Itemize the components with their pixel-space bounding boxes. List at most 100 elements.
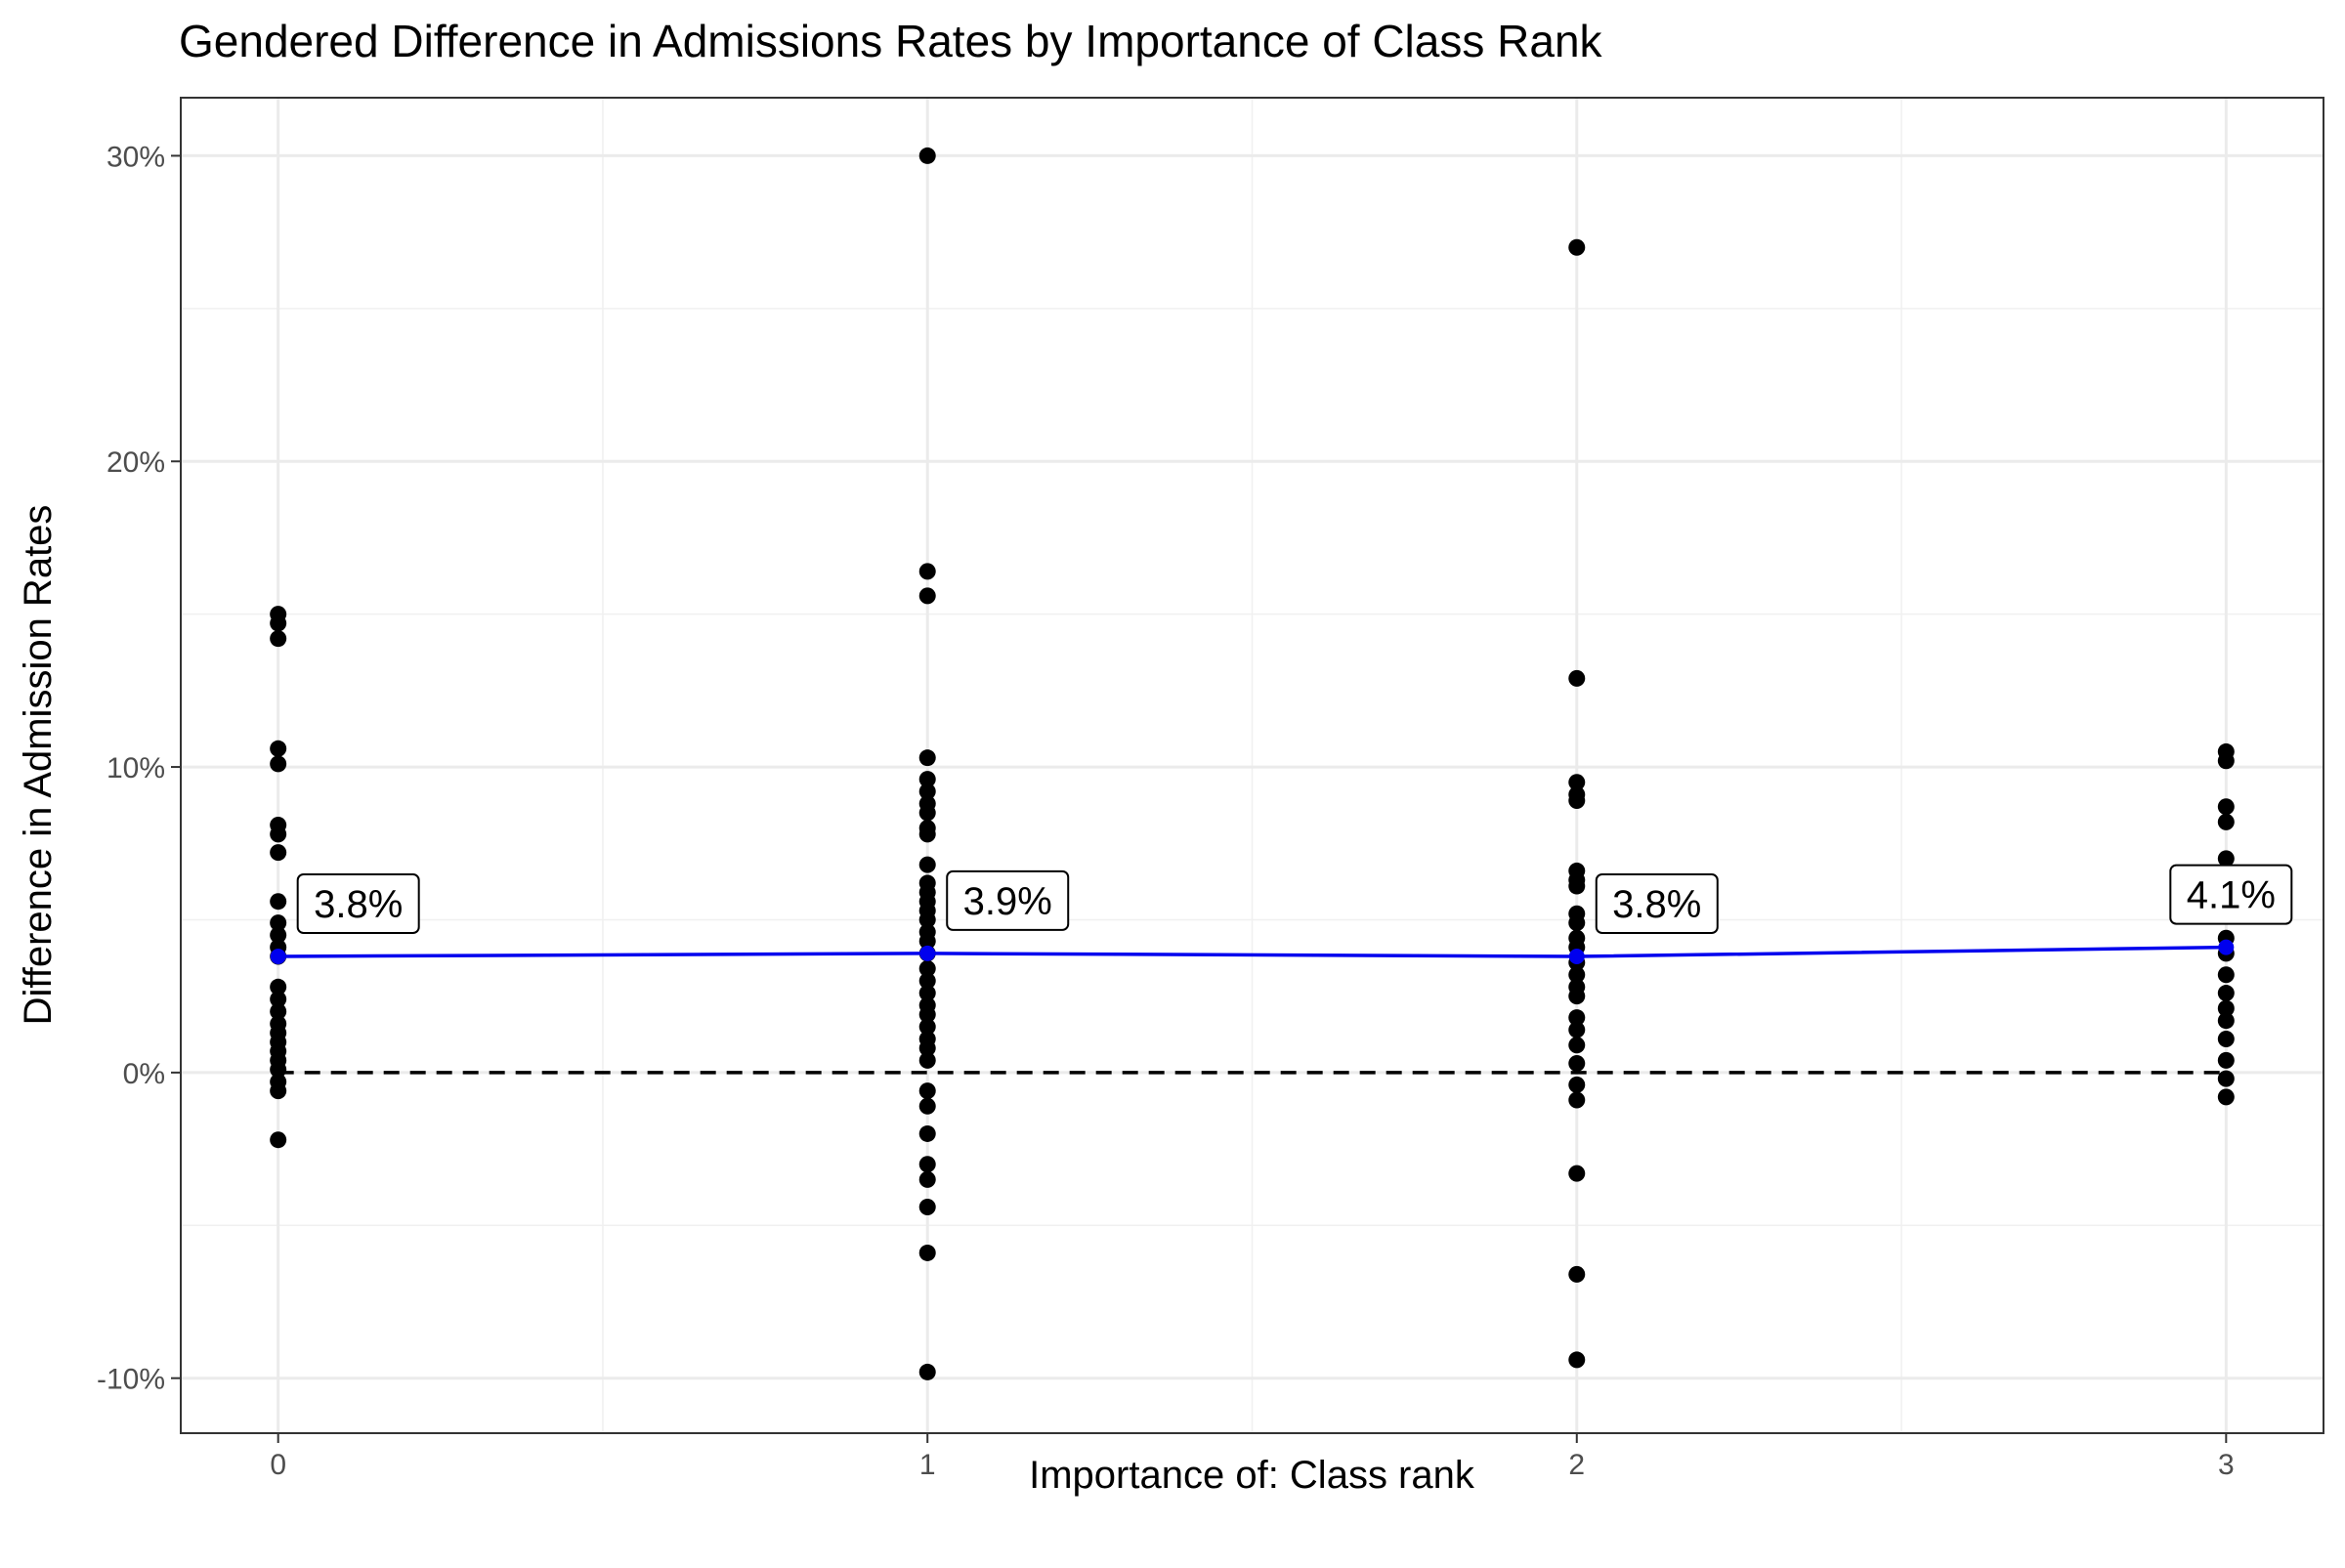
- data-point: [918, 771, 936, 788]
- data-point: [2217, 999, 2235, 1017]
- data-point: [2217, 752, 2235, 770]
- data-point: [2217, 798, 2235, 816]
- data-point: [918, 1051, 936, 1069]
- x-tick-label: 1: [919, 1449, 936, 1481]
- mean-label-box: [296, 873, 420, 935]
- data-point: [918, 147, 936, 164]
- data-point: [1568, 669, 1586, 687]
- mean-label: 3.8%: [1612, 883, 1701, 926]
- data-point: [1568, 1076, 1586, 1093]
- data-point: [918, 985, 936, 1002]
- data-point: [1568, 1009, 1586, 1027]
- data-point: [270, 926, 287, 944]
- data-point: [270, 740, 287, 757]
- data-point: [2217, 1051, 2235, 1069]
- y-tick-label: 30%: [107, 141, 165, 173]
- data-point: [918, 911, 936, 928]
- mean-labels: 3.8% 3.9% 3.8% 4.1%: [296, 864, 2293, 935]
- data-point: [270, 755, 287, 773]
- data-point: [918, 1082, 936, 1100]
- data-point: [2217, 850, 2235, 868]
- data-point: [918, 587, 936, 605]
- data-point: [2217, 1030, 2235, 1047]
- data-point: [1568, 1091, 1586, 1109]
- data-point: [2217, 966, 2235, 984]
- x-tick-label: 0: [270, 1449, 286, 1481]
- chart-title: Gendered Difference in Admissions Rates …: [179, 16, 1603, 66]
- data-point: [918, 1170, 936, 1188]
- mean-label-box: [1595, 873, 1719, 935]
- data-point: [1568, 988, 1586, 1005]
- data-point: [1568, 1021, 1586, 1038]
- data-point: [270, 914, 287, 932]
- data-point: [918, 749, 936, 767]
- x-tick-label: 3: [2218, 1449, 2235, 1481]
- y-tick-label: 10%: [107, 752, 165, 784]
- data-point: [1568, 914, 1586, 932]
- data-point: [2217, 1088, 2235, 1106]
- data-point: [918, 1156, 936, 1173]
- x-axis-ticks: 0 1 2 3: [270, 1433, 2235, 1481]
- mean-point: [919, 945, 936, 961]
- data-point: [918, 932, 936, 950]
- data-point: [918, 1124, 936, 1142]
- data-point: [270, 1131, 287, 1149]
- data-point: [2217, 813, 2235, 830]
- data-point: [1568, 238, 1586, 256]
- data-point: [1568, 1037, 1586, 1054]
- y-tick-label: 0%: [123, 1058, 165, 1090]
- data-point: [1568, 1351, 1586, 1369]
- data-point: [918, 960, 936, 978]
- y-axis-ticks: -10% 0% 10% 20% 30%: [97, 141, 181, 1396]
- data-point: [918, 1039, 936, 1057]
- data-point: [918, 1005, 936, 1023]
- mean-label: 3.8%: [314, 883, 403, 926]
- y-tick-label: 20%: [107, 446, 165, 479]
- x-axis-title: Importance of: Class rank: [1029, 1454, 1475, 1497]
- mean-point: [2218, 939, 2235, 955]
- data-point: [918, 856, 936, 873]
- data-point: [270, 826, 287, 843]
- x-tick-label: 2: [1568, 1449, 1585, 1481]
- data-point: [1568, 1265, 1586, 1283]
- mean-label-box: [946, 869, 1070, 931]
- data-point: [918, 563, 936, 580]
- data-point: [270, 1061, 287, 1079]
- data-point: [918, 972, 936, 990]
- data-point: [270, 614, 287, 632]
- data-point: [1568, 774, 1586, 791]
- data-point: [918, 783, 936, 800]
- mean-label-box: [2169, 864, 2293, 925]
- data-point: [918, 1097, 936, 1115]
- data-point: [918, 1199, 936, 1216]
- data-point: [918, 1018, 936, 1036]
- mean-point: [270, 949, 286, 965]
- data-point: [1568, 966, 1586, 984]
- mean-point: [1568, 949, 1585, 965]
- data-point: [1568, 1165, 1586, 1182]
- mean-label: 3.9%: [963, 880, 1052, 923]
- data-point: [270, 844, 287, 862]
- data-point: [1568, 877, 1586, 895]
- data-point: [270, 991, 287, 1008]
- data-point: [2217, 1012, 2235, 1030]
- mean-line-group: [270, 939, 2235, 965]
- data-point: [270, 893, 287, 911]
- mean-label: 4.1%: [2187, 874, 2276, 917]
- data-point: [270, 1082, 287, 1100]
- data-point: [1568, 791, 1586, 809]
- data-point: [918, 804, 936, 822]
- data-point: [918, 826, 936, 843]
- data-point: [918, 1244, 936, 1261]
- y-tick-label: -10%: [97, 1364, 165, 1396]
- mean-line: [277, 945, 2227, 958]
- data-point: [270, 1002, 287, 1020]
- plot-panel-border: [180, 97, 2324, 1434]
- data-point: [2217, 1070, 2235, 1087]
- data-point: [918, 1363, 936, 1380]
- data-point: [2217, 985, 2235, 1002]
- y-axis-title: Difference in Admission Rates: [17, 505, 60, 1026]
